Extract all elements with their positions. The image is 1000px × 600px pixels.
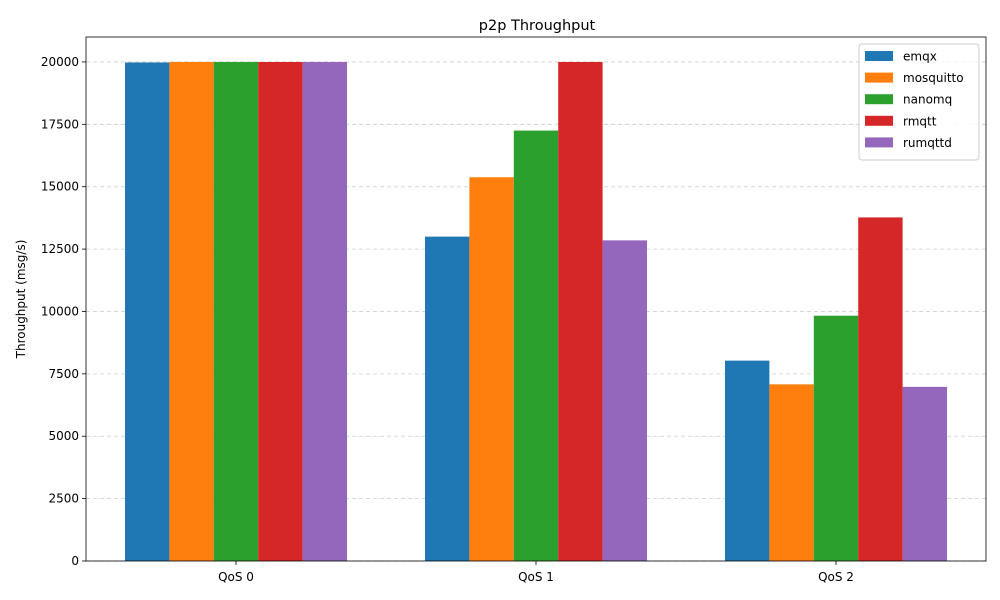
legend-swatch-rumqttd [865,137,893,148]
y-tick-label: 17500 [41,117,79,131]
y-tick-label: 15000 [41,180,79,194]
bar-nanomq-qos-2 [813,315,859,561]
legend-label-rumqttd: rumqttd [903,136,952,150]
bar-nanomq-qos-1 [513,130,559,562]
legend-swatch-rmqtt [865,115,893,126]
legend-label-emqx: emqx [903,50,937,64]
plot-frame [85,36,987,562]
legend-swatch-emqx [865,51,893,61]
y-tick-label: 5000 [48,429,79,443]
bar-rumqttd-qos-0 [302,61,347,561]
bar-emqx-qos-0 [125,62,170,562]
legend-label-rmqtt: rmqtt [903,114,937,128]
bar-rmqtt-qos-2 [858,217,903,562]
y-tick-label: 0 [71,554,79,568]
bar-rmqtt-qos-0 [258,61,303,561]
bar-mosquitto-qos-0 [169,61,214,561]
bars [125,61,947,562]
bar-nanomq-qos-0 [213,61,259,561]
bar-mosquitto-qos-2 [769,384,814,561]
bar-emqx-qos-1 [425,236,470,561]
y-tick-label: 2500 [48,492,79,506]
x-tick-label: QoS 0 [218,570,254,584]
legend-swatch-mosquitto [865,72,893,83]
bar-rumqttd-qos-2 [902,386,947,561]
y-tick-label: 20000 [41,55,79,69]
y-tick-label: 7500 [48,367,79,381]
axes: 0 2500 5000 7500 10000 12500 15000 17500 20000 Qo… [41,36,987,584]
y-tick-label: 12500 [41,242,79,256]
y-tick-label: 10000 [41,304,79,318]
bar-emqx-qos-2 [725,360,770,561]
x-tick-label: QoS 1 [518,570,554,584]
y-axis-title: Throughput (msg/s) [14,240,28,360]
bar-mosquitto-qos-1 [469,177,514,562]
bar-rumqttd-qos-1 [602,240,647,561]
bar-rmqtt-qos-1 [558,61,603,561]
legend-label-nanomq: nanomq [903,93,952,107]
legend: emqx mosquitto nanomq rmqtt rumqttd [858,43,980,161]
legend-label-mosquitto: mosquitto [903,71,964,85]
x-tick-label: QoS 2 [818,570,854,584]
chart-title: p2p Throughput [479,18,596,34]
legend-swatch-nanomq [865,94,893,105]
